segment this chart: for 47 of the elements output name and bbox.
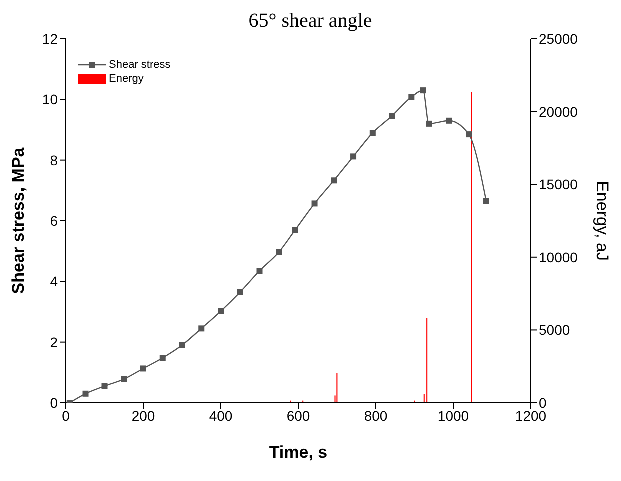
y-tick-label: 12 bbox=[42, 30, 58, 47]
y2-tick-label: 10000 bbox=[539, 249, 578, 266]
point bbox=[179, 342, 186, 348]
x-tick-label: 0 bbox=[62, 408, 70, 424]
point bbox=[389, 113, 396, 120]
y-tick-label: 0 bbox=[50, 394, 58, 411]
point bbox=[276, 249, 282, 256]
point bbox=[121, 376, 128, 382]
x-tick-label: 800 bbox=[364, 408, 388, 424]
point bbox=[160, 355, 166, 362]
point bbox=[466, 132, 472, 138]
y2-axis-title: Energy, aJ bbox=[592, 180, 612, 262]
y-tick-label: 8 bbox=[50, 152, 58, 168]
x-tick-label: 400 bbox=[209, 408, 233, 424]
point bbox=[256, 268, 263, 274]
point bbox=[82, 390, 89, 397]
x-tick-label: 200 bbox=[132, 408, 156, 424]
legend-label: Shear stress bbox=[109, 58, 171, 72]
point bbox=[408, 94, 415, 100]
chart-title: 65° shear angle bbox=[248, 10, 372, 32]
y2-tick-label: 5000 bbox=[539, 322, 570, 338]
point bbox=[237, 289, 244, 296]
point bbox=[312, 200, 318, 207]
y2-tick-label: 20000 bbox=[539, 104, 578, 120]
y-axis-title: Shear stress, MPa bbox=[9, 147, 28, 294]
point bbox=[420, 88, 426, 94]
y-tick-label: 4 bbox=[50, 274, 58, 290]
x-axis-title: Time, s bbox=[269, 443, 328, 462]
x-tick-label: 1000 bbox=[438, 408, 470, 424]
point bbox=[370, 130, 376, 136]
point bbox=[198, 326, 205, 332]
y2-tick-label: 25000 bbox=[539, 30, 578, 47]
x-tick-label: 600 bbox=[286, 408, 310, 424]
point bbox=[350, 154, 357, 160]
point bbox=[331, 178, 338, 184]
y-tick-label: 10 bbox=[42, 92, 58, 108]
point bbox=[426, 120, 432, 127]
point bbox=[446, 118, 452, 124]
y-tick-label: 6 bbox=[50, 212, 58, 229]
legend-label: Energy bbox=[109, 72, 144, 86]
point bbox=[483, 198, 490, 204]
point bbox=[140, 366, 146, 372]
point bbox=[292, 227, 298, 234]
point bbox=[218, 308, 224, 314]
y-tick-label: 2 bbox=[50, 334, 58, 350]
point bbox=[102, 383, 108, 390]
y2-tick-label: 15000 bbox=[539, 176, 578, 193]
